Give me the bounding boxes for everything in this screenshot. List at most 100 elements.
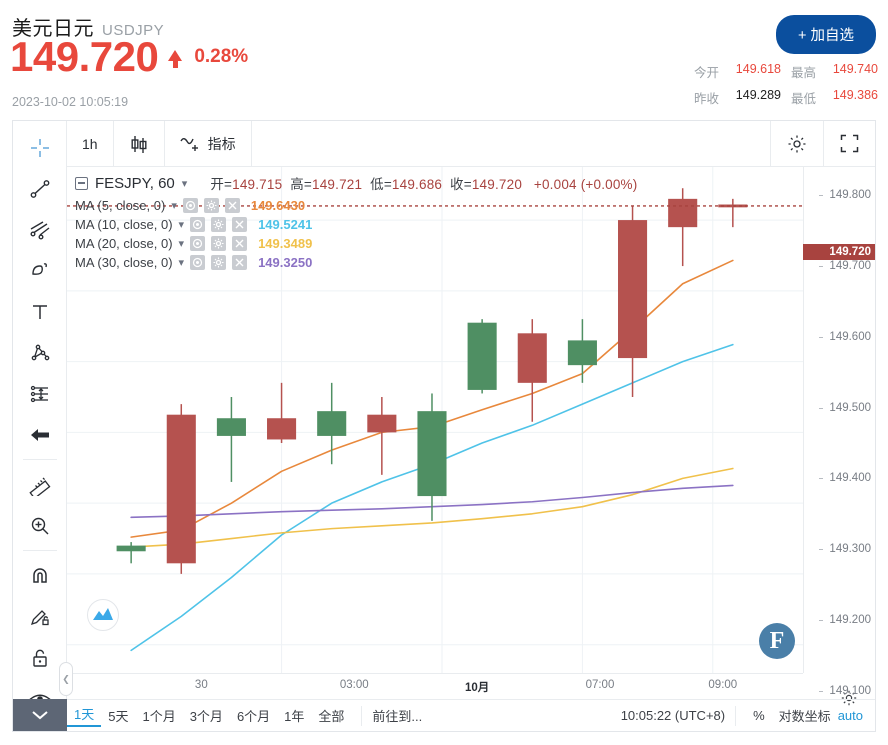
eye-icon[interactable]: [190, 217, 206, 232]
close-icon[interactable]: [232, 255, 248, 270]
auto-scale-button[interactable]: auto: [837, 708, 863, 723]
rail-divider: [22, 459, 57, 460]
tradingview-logo-icon[interactable]: [87, 599, 119, 631]
chart-toolbar: 1h 指标: [67, 120, 875, 167]
goto-date-button[interactable]: 前往到...: [372, 709, 423, 724]
draw-lock-tool[interactable]: [20, 596, 60, 637]
footer-divider: [361, 705, 363, 726]
add-watchlist-button[interactable]: + 加自选: [776, 15, 876, 54]
price-tick: 149.400: [819, 472, 871, 485]
scroll-left-handle[interactable]: ❮: [59, 662, 73, 696]
chart-settings-button[interactable]: [770, 120, 823, 167]
axis-settings-icon[interactable]: [841, 690, 857, 711]
crosshair-tool[interactable]: [20, 127, 60, 168]
chevron-down-icon[interactable]: ▾: [181, 177, 188, 190]
gear-icon[interactable]: [211, 236, 227, 251]
ohlc-label-high: 高=: [290, 177, 313, 192]
price-tick: 149.300: [819, 543, 871, 556]
legend-main-row: FESJPY, 60 ▾ 开=149.715 高=149.721 低=149.6…: [75, 173, 637, 193]
indicator-name: MA (20, close, 0): [75, 236, 173, 251]
chevron-down-icon[interactable]: ▾: [178, 219, 185, 231]
chart-clock: 10:05:22 (UTC+8): [620, 708, 726, 723]
change-percent: 0.28%: [194, 46, 249, 67]
footer-divider-2: [735, 705, 737, 726]
close-icon[interactable]: [224, 198, 240, 213]
range-1y[interactable]: 1年: [284, 709, 305, 724]
range-6m[interactable]: 6个月: [236, 709, 271, 724]
price-tick: 149.200: [819, 613, 871, 626]
range-5d[interactable]: 5天: [108, 709, 129, 724]
ohlc-value-low: 149.686: [391, 177, 443, 192]
pattern-tool[interactable]: [20, 332, 60, 373]
indicators-label: 指标: [207, 135, 236, 152]
trend-line-tool[interactable]: [20, 168, 60, 209]
zoom-in-tool[interactable]: [20, 505, 60, 546]
price-axis[interactable]: 149.800 149.700 149.600 149.500 149.400 149.3…: [803, 167, 875, 706]
gear-icon[interactable]: [211, 217, 227, 232]
ohlc-label-close: 收=: [450, 177, 472, 192]
symbol-row: 美元日元 USDJPY: [12, 12, 164, 41]
stat-label-low: 最低: [790, 92, 816, 106]
chart-legend: FESJPY, 60 ▾ 开=149.715 高=149.721 低=149.6…: [75, 173, 637, 274]
pitchfork-tool[interactable]: [20, 209, 60, 250]
price-tick: 149.600: [819, 330, 871, 343]
stat-label-prevclose: 昨收: [693, 92, 719, 106]
indicator-value: 149.3250: [258, 255, 313, 270]
chevron-down-icon[interactable]: ▾: [178, 257, 185, 269]
indicator-row-ma5: MA (5, close, 0) ▾ 149.6430: [75, 198, 637, 213]
quote-timestamp: 2023-10-02 10:05:19: [12, 95, 129, 109]
indicator-value: 149.5241: [258, 217, 313, 232]
close-icon[interactable]: [232, 217, 248, 232]
quote-stats: 今开 149.618 最高 149.740 昨收 149.289 最低 149.…: [694, 62, 878, 107]
percent-scale-button[interactable]: %: [753, 708, 765, 723]
indicator-row-ma10: MA (10, close, 0) ▾ 149.5241: [75, 217, 637, 232]
magnet-tool[interactable]: [20, 555, 60, 596]
ohlc-value-high: 149.721: [312, 177, 363, 192]
price-tick: 149.100: [819, 684, 871, 697]
eye-icon[interactable]: [190, 236, 206, 251]
watermark-logo: F: [759, 623, 795, 659]
chevron-down-icon[interactable]: ▾: [171, 200, 177, 212]
time-axis[interactable]: ❮ 30 03:00 10月 07:00 09:00: [59, 662, 803, 699]
indicator-name: MA (30, close, 0): [75, 255, 173, 270]
arrow-tool[interactable]: [20, 414, 60, 455]
eye-icon[interactable]: [190, 255, 206, 270]
measure-tool[interactable]: [20, 464, 60, 505]
current-price: 149.720: [10, 33, 159, 80]
close-icon[interactable]: [232, 236, 248, 251]
interval-button[interactable]: 1h: [67, 120, 114, 167]
indicator-value: 149.3489: [258, 236, 313, 251]
position-tool[interactable]: [20, 373, 60, 414]
indicators-button[interactable]: 指标: [165, 120, 252, 167]
legend-collapse-icon[interactable]: [75, 176, 88, 190]
price-tick: 149.800: [819, 189, 871, 202]
range-1d[interactable]: 1天: [67, 704, 102, 727]
chevron-down-icon[interactable]: ▾: [178, 238, 185, 250]
range-all[interactable]: 全部: [318, 709, 345, 724]
indicator-value: 149.6430: [250, 198, 306, 213]
chart-frame: 1h 指标: [12, 120, 876, 732]
price-tick: 149.700: [819, 260, 871, 273]
ohlc-label-low: 低=: [370, 177, 392, 192]
text-tool[interactable]: [20, 291, 60, 332]
range-3m[interactable]: 3个月: [189, 709, 223, 724]
symbol-code: USDJPY: [102, 22, 165, 39]
lock-tool[interactable]: [20, 637, 60, 678]
drawing-toolbar: [13, 121, 67, 731]
log-scale-button[interactable]: 对数坐标: [778, 709, 831, 724]
candlestick-icon[interactable]: [114, 120, 165, 167]
stat-label-high: 最高: [790, 66, 816, 80]
shapes-tool[interactable]: [20, 250, 60, 291]
gear-icon[interactable]: [211, 255, 227, 270]
eye-icon[interactable]: [182, 198, 198, 213]
legend-ohlc: 开=149.715 高=149.721 低=149.686 收=149.720 …: [210, 173, 637, 193]
time-tick: 10月: [464, 682, 490, 694]
fullscreen-icon[interactable]: [823, 120, 875, 167]
range-1m[interactable]: 1个月: [142, 709, 176, 724]
collapse-toolbar-button[interactable]: [13, 699, 67, 731]
price-tick: 149.500: [819, 401, 871, 414]
gear-icon[interactable]: [203, 198, 219, 213]
time-tick: 03:00: [339, 679, 369, 691]
legend-symbol: FESJPY, 60: [95, 174, 175, 192]
rail-divider-2: [22, 550, 57, 551]
